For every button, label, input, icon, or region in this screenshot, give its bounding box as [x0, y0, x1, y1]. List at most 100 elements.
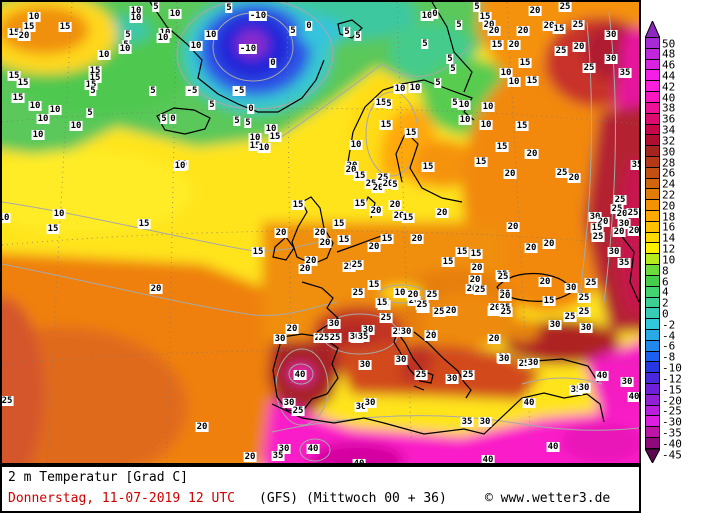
- temp-label: 15: [7, 71, 21, 81]
- temp-label: 30: [445, 374, 459, 384]
- temp-label: 5: [434, 78, 442, 88]
- scale-value-label: 50: [662, 37, 676, 50]
- scale-value-label: 42: [662, 80, 676, 94]
- temp-label: 35: [356, 332, 370, 342]
- temp-label: 10: [129, 6, 143, 16]
- temp-label: 15: [380, 234, 394, 244]
- temp-label: 5: [86, 108, 94, 118]
- temp-label: 15: [518, 58, 532, 68]
- scale-value-label: 28: [662, 156, 676, 170]
- scale-value-label: -40: [662, 437, 682, 451]
- temp-label: 10: [189, 41, 203, 51]
- temp-label: 20: [542, 239, 556, 249]
- temp-label: 40: [352, 459, 366, 463]
- temp-label: 20: [410, 234, 424, 244]
- temp-label: 20: [506, 222, 520, 232]
- temp-label: 15: [455, 247, 469, 257]
- temp-label: 10: [458, 115, 472, 125]
- temp-label: 0: [247, 104, 255, 114]
- temp-label: 5: [421, 39, 429, 49]
- temp-label: 25: [577, 293, 591, 303]
- map-labels-layer: 10 15 15 20 15 10 10 5 10 10 5 -10 -10 5 0 0 -5 -5 0 5 10 15 1…: [2, 2, 639, 463]
- valid-datetime: Donnerstag, 11-07-2019 12 UTC: [8, 491, 235, 506]
- temp-label: 30: [399, 327, 413, 337]
- scale-arrow-down-icon: [645, 449, 660, 463]
- temp-label: -10: [238, 44, 258, 54]
- temp-label: 20: [487, 26, 501, 36]
- temp-label: 15: [421, 162, 435, 172]
- temp-label: 15: [58, 22, 72, 32]
- temp-label: 25: [376, 173, 390, 183]
- temp-label: 20: [503, 169, 517, 179]
- temp-label: 20: [444, 306, 458, 316]
- temp-label: 20: [369, 206, 383, 216]
- scale-value-label: 34: [662, 123, 676, 137]
- temp-label: 15: [7, 28, 21, 38]
- temp-label: 30: [478, 417, 492, 427]
- temp-label: 30: [354, 402, 368, 412]
- temp-label: 25: [563, 312, 577, 322]
- temp-label: 15: [552, 24, 566, 34]
- scale-value-label: -45: [662, 448, 682, 462]
- temp-label: 5: [343, 27, 351, 37]
- temp-label: 35: [271, 451, 285, 461]
- temp-label: 5: [124, 30, 132, 40]
- temp-label: 30: [348, 332, 362, 342]
- temp-label: 15: [375, 298, 389, 308]
- temp-label: 30: [394, 355, 408, 365]
- temp-label: 25: [317, 333, 331, 343]
- temp-label: 30: [277, 444, 291, 454]
- temp-label: 20: [17, 31, 31, 41]
- temp-label: 30: [620, 377, 634, 387]
- temp-label: 20: [435, 208, 449, 218]
- temp-label: 25: [496, 272, 510, 282]
- temp-label: 20: [627, 226, 640, 236]
- temp-label: 25: [342, 262, 356, 272]
- temp-label: 20: [516, 26, 530, 36]
- temp-label: 30: [361, 325, 375, 335]
- temp-label: 20: [406, 290, 420, 300]
- temp-label: 20: [612, 227, 626, 237]
- temp-label: 10: [499, 68, 513, 78]
- scale-value-label: 38: [662, 101, 676, 115]
- temp-label: 0: [269, 58, 277, 68]
- temp-label: 5: [473, 2, 481, 12]
- temp-label: 10: [457, 100, 471, 110]
- temp-label: 25: [558, 2, 572, 12]
- temp-label: 0: [431, 9, 439, 19]
- temp-label: 15: [291, 200, 305, 210]
- temp-label: 30: [358, 360, 372, 370]
- temp-label: 25: [415, 300, 429, 310]
- temp-label: 5: [385, 99, 393, 109]
- temp-label: 40: [481, 455, 495, 465]
- temp-label: 15: [469, 249, 483, 259]
- scale-value-label: 40: [662, 91, 676, 105]
- temp-label: 0: [169, 114, 177, 124]
- temp-label: 25: [554, 46, 568, 56]
- temp-label: 10: [349, 140, 363, 150]
- temp-label: 40: [627, 392, 640, 402]
- temp-label: 25: [425, 290, 439, 300]
- temp-label: 5: [354, 31, 362, 41]
- temp-label: 20: [149, 284, 163, 294]
- temp-label: 10: [36, 114, 50, 124]
- temp-label: 25: [584, 278, 598, 288]
- temp-label: 25: [391, 327, 405, 337]
- temp-label: 25: [517, 359, 531, 369]
- temp-label: 25: [577, 307, 591, 317]
- temp-label: 20: [407, 296, 421, 306]
- temp-label: 5: [449, 64, 457, 74]
- color-scale-labels: 50 48 46 44 42 40 38 36 34 32 30 28 26 24 22 20 18 16 14 12…: [662, 0, 702, 465]
- scale-value-label: -4: [662, 329, 676, 343]
- temp-label: 10: [248, 133, 262, 143]
- temp-label: 10: [168, 9, 182, 19]
- temp-label: 30: [577, 383, 591, 393]
- scale-value-label: 20: [662, 199, 676, 213]
- temp-label: 25: [328, 333, 342, 343]
- temp-label: 20: [243, 452, 257, 462]
- temp-label: 5: [446, 54, 454, 64]
- temp-label: 20: [371, 183, 385, 193]
- scale-value-label: 0: [662, 307, 669, 321]
- scale-value-label: 18: [662, 210, 676, 224]
- temp-label: 15: [353, 199, 367, 209]
